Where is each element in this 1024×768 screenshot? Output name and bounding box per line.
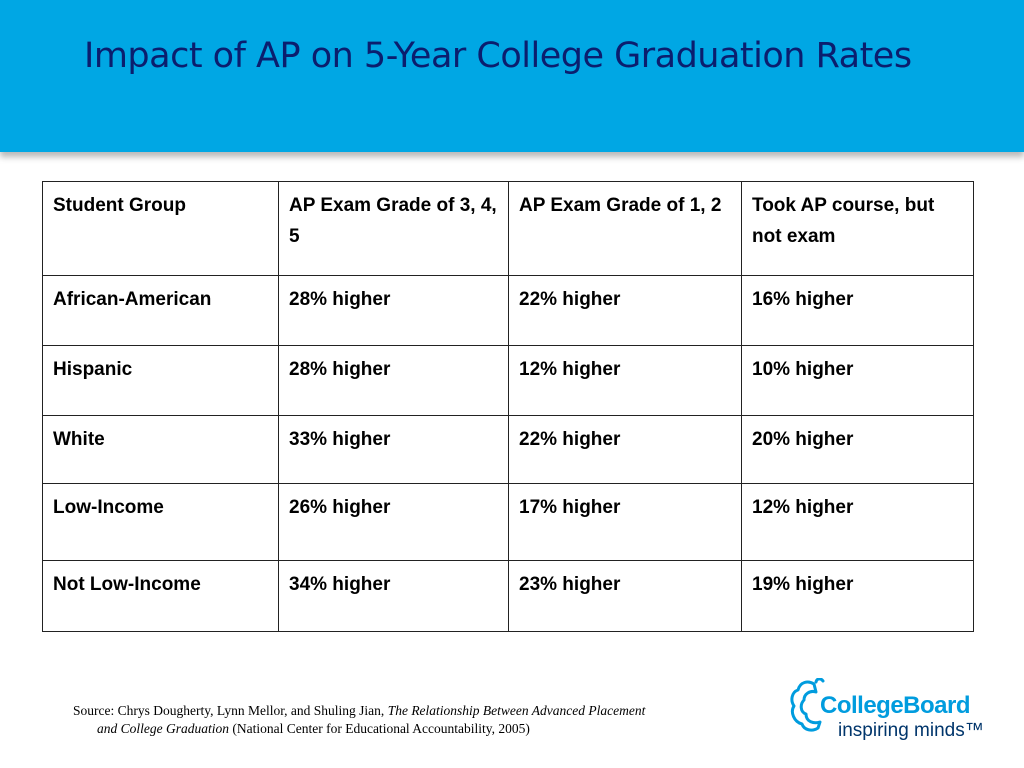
title-banner (0, 0, 1024, 152)
table-header-row: Student Group AP Exam Grade of 3, 4, 5 A… (42, 181, 974, 276)
table-row: Hispanic 28% higher 12% higher 10% highe… (42, 345, 974, 416)
table-cell: 12% higher (741, 483, 974, 561)
table-cell: 19% higher (741, 560, 974, 632)
table-row: Low-Income 26% higher 17% higher 12% hig… (42, 483, 974, 561)
table-cell: Hispanic (42, 345, 279, 416)
table-cell: 17% higher (508, 483, 742, 561)
table-cell: 10% higher (741, 345, 974, 416)
table-cell: White (42, 415, 279, 484)
table-cell: Not Low-Income (42, 560, 279, 632)
table-cell: 34% higher (278, 560, 509, 632)
table-cell: 20% higher (741, 415, 974, 484)
graduation-rates-table: Student Group AP Exam Grade of 3, 4, 5 A… (42, 181, 974, 632)
table-cell: 12% higher (508, 345, 742, 416)
table-cell: 23% higher (508, 560, 742, 632)
header-cell: Took AP course, but not exam (741, 181, 974, 276)
table-cell: 22% higher (508, 275, 742, 346)
table-row: African-American 28% higher 22% higher 1… (42, 275, 974, 346)
table-cell: Low-Income (42, 483, 279, 561)
table-row: White 33% higher 22% higher 20% higher (42, 415, 974, 484)
table-cell: 28% higher (278, 345, 509, 416)
table-cell: 16% higher (741, 275, 974, 346)
table-cell: 28% higher (278, 275, 509, 346)
logo-tagline: inspiring minds™ (838, 720, 984, 741)
slide-title: Impact of AP on 5-Year College Graduatio… (84, 36, 912, 76)
source-title-cont: and College Graduation (97, 721, 229, 736)
source-citation: Source: Chrys Dougherty, Lynn Mellor, an… (73, 702, 763, 738)
table-cell: 22% higher (508, 415, 742, 484)
source-prefix: Source: Chrys Dougherty, Lynn Mellor, an… (73, 703, 388, 718)
source-title: The Relationship Between Advanced Placem… (387, 703, 646, 718)
logo-wordmark: CollegeBoard (820, 692, 971, 719)
table-row: Not Low-Income 34% higher 23% higher 19%… (42, 560, 974, 632)
collegeboard-logo: CollegeBoard inspiring minds™ (790, 676, 990, 746)
header-cell: AP Exam Grade of 1, 2 (508, 181, 742, 276)
table-cell: 26% higher (278, 483, 509, 561)
acorn-icon (790, 678, 825, 732)
header-cell: Student Group (42, 181, 279, 276)
table-cell: 33% higher (278, 415, 509, 484)
table-cell: African-American (42, 275, 279, 346)
header-cell: AP Exam Grade of 3, 4, 5 (278, 181, 509, 276)
source-suffix: (National Center for Educational Account… (229, 721, 530, 736)
